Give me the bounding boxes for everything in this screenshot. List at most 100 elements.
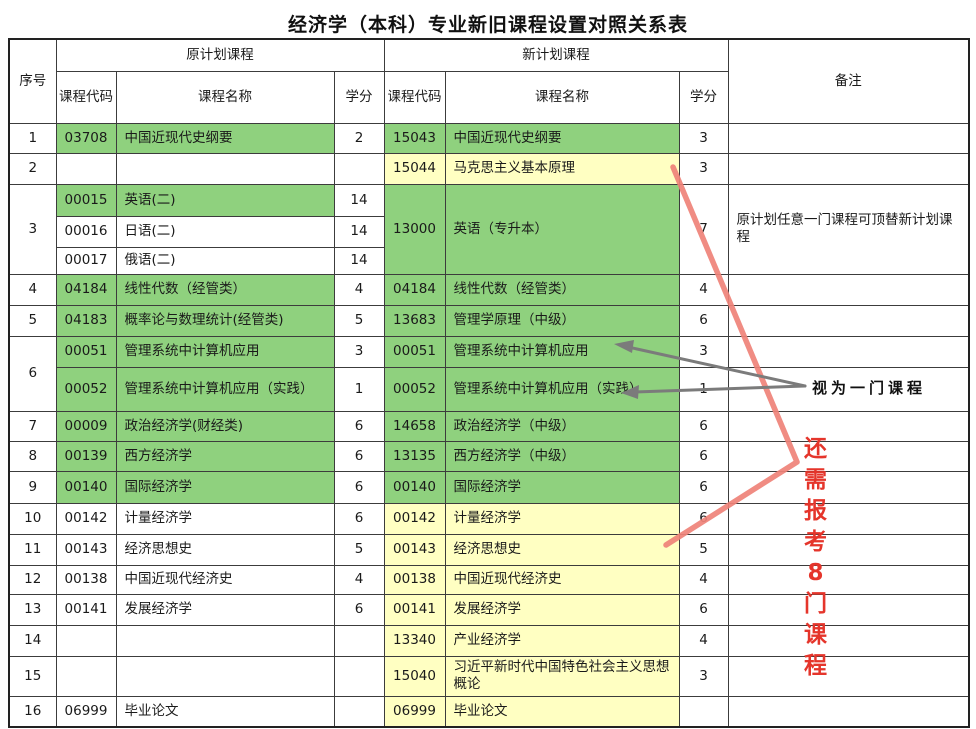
cell-old-name: 经济思想史 xyxy=(115,533,335,566)
cell-remark xyxy=(727,695,970,728)
header-old-plan: 原计划课程 xyxy=(55,38,385,72)
header-new-plan: 新计划课程 xyxy=(383,38,729,72)
header-new-name: 课程名称 xyxy=(444,70,680,124)
cell-old-credit: 4 xyxy=(333,273,385,306)
cell-no: 3 xyxy=(8,183,57,275)
cell-remark xyxy=(727,440,970,472)
cell-remark xyxy=(727,564,970,595)
cell-old-credit xyxy=(333,152,385,185)
cell-new-code: 00143 xyxy=(383,533,446,566)
cell-old-code: 00051 xyxy=(55,335,117,368)
header-new-credit: 学分 xyxy=(678,70,729,124)
cell-old-credit xyxy=(333,624,385,657)
cell-new-code: 15040 xyxy=(383,655,446,697)
cell-old-code: 00015 xyxy=(55,183,117,217)
header-old-code: 课程代码 xyxy=(55,70,117,124)
cell-old-code xyxy=(55,624,117,657)
cell-old-code: 06999 xyxy=(55,695,117,728)
cell-old-name: 国际经济学 xyxy=(115,470,335,504)
cell-old-code: 00141 xyxy=(55,593,117,626)
cell-old-credit: 6 xyxy=(333,470,385,504)
cell-old-name: 计量经济学 xyxy=(115,502,335,535)
cell-old-credit xyxy=(333,695,385,728)
cell-new-code: 00052 xyxy=(383,366,446,412)
cell-old-code: 04183 xyxy=(55,304,117,337)
header-remark: 备注 xyxy=(727,38,970,124)
cell-new-name: 管理系统中计算机应用 xyxy=(444,335,680,368)
cell-remark xyxy=(727,335,970,368)
cell-new-name: 线性代数（经管类） xyxy=(444,273,680,306)
cell-old-credit xyxy=(333,655,385,697)
cell-remark xyxy=(727,152,970,185)
cell-remark xyxy=(727,655,970,697)
cell-new-code: 00142 xyxy=(383,502,446,535)
table-row: 3 00015 英语(二) 14 13000 英语（专升本） 7 原计划任意一门… xyxy=(8,183,970,275)
cell-old-credit: 2 xyxy=(333,122,385,154)
cell-old-code: 00139 xyxy=(55,440,117,472)
table-row: 2 15044 马克思主义基本原理 3 xyxy=(8,152,970,185)
cell-new-credit: 4 xyxy=(678,564,729,595)
cell-remark xyxy=(727,122,970,154)
table-row: 00017 俄语(二) 14 xyxy=(9,246,969,275)
table-row: 10 00142 计量经济学 6 00142 计量经济学 6 xyxy=(8,502,970,535)
cell-new-credit: 6 xyxy=(678,440,729,472)
cell-new-credit: 6 xyxy=(678,593,729,626)
cell-old-code xyxy=(55,152,117,185)
cell-new-code: 13683 xyxy=(383,304,446,337)
cell-new-name: 国际经济学 xyxy=(444,470,680,504)
cell-new-name: 马克思主义基本原理 xyxy=(444,152,680,185)
cell-new-name: 英语（专升本） xyxy=(444,183,680,275)
table-row: 4 04184 线性代数（经管类） 4 04184 线性代数（经管类） 4 xyxy=(8,273,970,306)
cell-new-credit: 6 xyxy=(678,502,729,535)
cell-new-name: 发展经济学 xyxy=(444,593,680,626)
cell-old-name: 英语(二) xyxy=(115,183,335,217)
cell-new-name: 习近平新时代中国特色社会主义思想概论 xyxy=(444,655,680,697)
table-row: 5 04183 概率论与数理统计(经管类) 5 13683 管理学原理（中级） … xyxy=(8,304,970,337)
annotation-need-8-courses: 还需报考8门课程 xyxy=(804,436,827,679)
cell-no: 6 xyxy=(8,335,57,412)
comparison-table: 序号 原计划课程 新计划课程 备注 课程代码 课程名称 学分 课程代码 课程名称… xyxy=(8,38,971,728)
cell-new-name: 西方经济学（中级） xyxy=(444,440,680,472)
table-row: 13 00141 发展经济学 6 00141 发展经济学 6 xyxy=(8,593,970,626)
table-row: 11 00143 经济思想史 5 00143 经济思想史 5 xyxy=(8,533,970,566)
cell-new-credit: 6 xyxy=(678,410,729,442)
table-row: 6 00051 管理系统中计算机应用 3 00051 管理系统中计算机应用 3 xyxy=(8,335,970,412)
cell-new-code: 13340 xyxy=(383,624,446,657)
cell-no: 11 xyxy=(8,533,57,566)
cell-remark xyxy=(727,502,970,535)
cell-old-name: 管理系统中计算机应用（实践） xyxy=(115,366,335,412)
table-row: 14 13340 产业经济学 4 xyxy=(8,624,970,657)
cell-new-credit: 1 xyxy=(678,366,729,412)
cell-old-name: 政治经济学(财经类) xyxy=(115,410,335,442)
cell-new-code: 13135 xyxy=(383,440,446,472)
cell-new-credit xyxy=(678,695,729,728)
cell-old-credit: 6 xyxy=(333,410,385,442)
cell-new-code: 00141 xyxy=(383,593,446,626)
cell-remark xyxy=(727,470,970,504)
cell-new-name: 产业经济学 xyxy=(444,624,680,657)
cell-old-code xyxy=(55,655,117,697)
cell-old-credit: 14 xyxy=(333,215,385,248)
cell-old-name: 毕业论文 xyxy=(115,695,335,728)
cell-no: 12 xyxy=(8,564,57,595)
cell-old-code: 00052 xyxy=(55,366,117,412)
cell-no: 15 xyxy=(8,655,57,697)
cell-old-code: 04184 xyxy=(55,273,117,306)
cell-old-credit: 6 xyxy=(333,440,385,472)
cell-old-credit: 5 xyxy=(333,533,385,566)
cell-old-code: 03708 xyxy=(55,122,117,154)
cell-old-credit: 6 xyxy=(333,593,385,626)
header-row-2: 课程代码 课程名称 学分 课程代码 课程名称 学分 xyxy=(9,70,969,124)
page-title: 经济学（本科）专业新旧课程设置对照关系表 xyxy=(287,14,688,36)
cell-old-name: 日语(二) xyxy=(115,215,335,248)
cell-old-credit: 6 xyxy=(333,502,385,535)
cell-old-name: 中国近现代史纲要 xyxy=(115,122,335,154)
cell-new-code: 13000 xyxy=(383,183,446,275)
table-row: 1 03708 中国近现代史纲要 2 15043 中国近现代史纲要 3 xyxy=(8,122,970,154)
cell-new-name: 管理学原理（中级） xyxy=(444,304,680,337)
cell-old-name: 管理系统中计算机应用 xyxy=(115,335,335,368)
cell-no: 2 xyxy=(8,152,57,185)
cell-new-name: 经济思想史 xyxy=(444,533,680,566)
cell-old-name: 中国近现代经济史 xyxy=(115,564,335,595)
